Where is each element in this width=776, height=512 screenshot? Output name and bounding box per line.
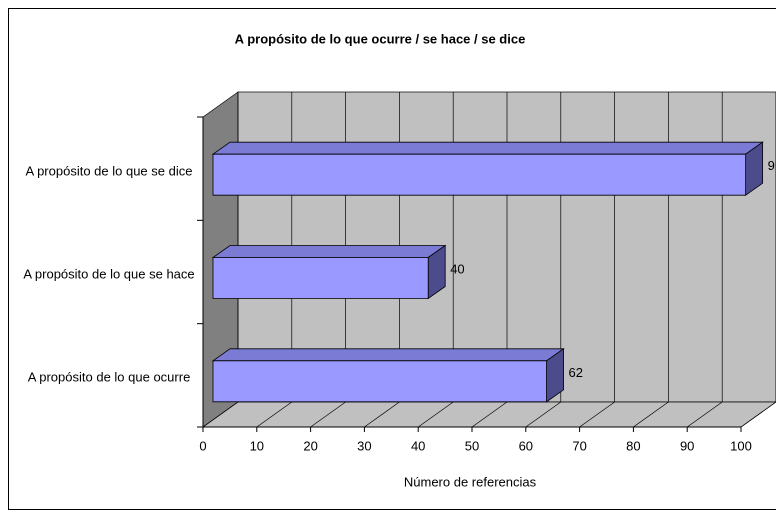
bar-top: [211, 245, 447, 258]
bar-top: [211, 348, 565, 362]
x-axis-title: Número de referencias: [404, 474, 537, 489]
bar-front: [212, 360, 547, 403]
x-tick-label: 70: [572, 438, 586, 453]
data-label: 62: [569, 365, 583, 380]
x-tick-label: 30: [357, 438, 371, 453]
floor-grid-line: [633, 401, 669, 428]
data-label: 40: [450, 261, 464, 276]
bar: [211, 141, 764, 196]
y-tick-label: A propósito de lo que se dice: [25, 163, 193, 179]
x-tick-label: 60: [519, 438, 533, 453]
floor-grid-line: [364, 401, 400, 428]
x-tick-label: 20: [303, 438, 317, 453]
x-tick-label: 40: [411, 438, 425, 453]
x-tick-label: 90: [680, 438, 694, 453]
y-tick-label: A propósito de lo que se hace: [23, 266, 195, 282]
x-tick-label: 50: [465, 438, 479, 453]
floor-grid-line: [310, 401, 346, 428]
floor-grid-line: [579, 401, 615, 428]
bar-top: [211, 141, 764, 155]
bar: [211, 348, 565, 403]
floor-grid-line: [202, 401, 239, 428]
bar: [211, 244, 447, 300]
chart-title: A propósito de lo que ocurre / se hace /…: [235, 31, 526, 46]
x-tick-label: 10: [250, 438, 264, 453]
bar-front: [212, 257, 429, 299]
floor-grid-line: [471, 401, 508, 428]
data-label: 99: [768, 158, 776, 173]
floor-grid-line: [740, 401, 776, 428]
x-tick-label: 0: [199, 438, 206, 453]
floor-grid-line: [525, 401, 562, 428]
x-tick-label: 100: [730, 438, 752, 453]
y-tick-label: A propósito de lo que ocurre: [27, 369, 191, 385]
floor-grid-line: [256, 401, 293, 428]
floor-grid-line: [417, 401, 454, 428]
bar-front: [212, 153, 747, 196]
x-tick-label: 80: [626, 438, 640, 453]
floor-grid-line: [686, 401, 723, 428]
